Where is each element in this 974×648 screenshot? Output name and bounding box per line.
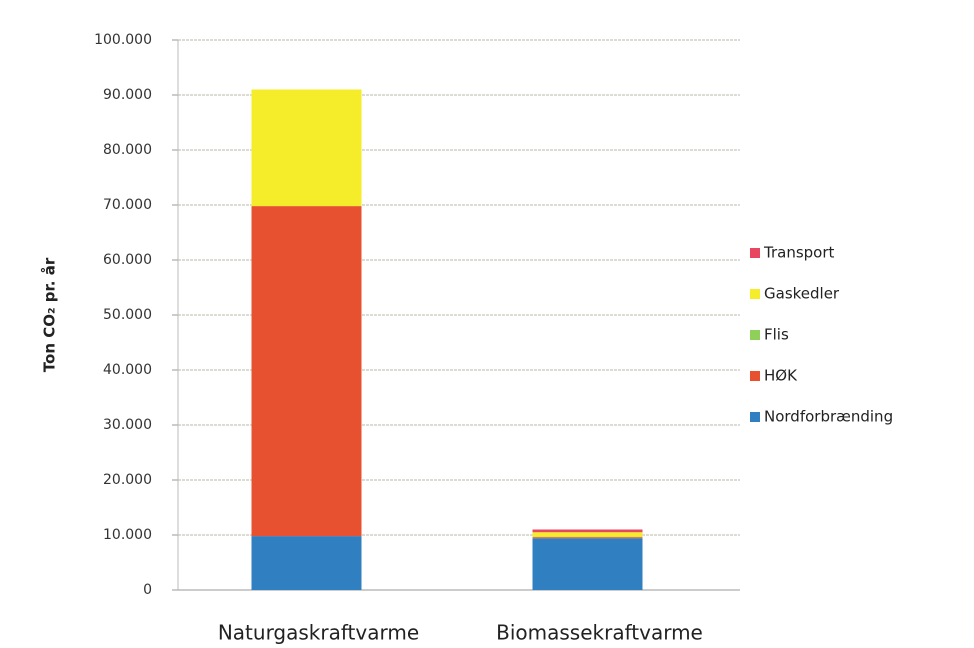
x-tick-label: Biomassekraftvarme xyxy=(496,621,703,645)
legend-label: Transport xyxy=(763,244,835,262)
legend-swatch xyxy=(750,248,760,258)
legend-label: Flis xyxy=(764,326,789,344)
bar-segment xyxy=(532,537,643,539)
x-tick-label: Naturgaskraftvarme xyxy=(218,621,419,645)
legend-swatch xyxy=(750,412,760,422)
bar-segment xyxy=(251,89,362,207)
y-tick-label: 80.000 xyxy=(103,142,152,158)
y-tick-label: 20.000 xyxy=(103,472,152,488)
legend-label: Gaskedler xyxy=(764,285,840,303)
y-tick-label: 60.000 xyxy=(103,252,152,268)
bar-segment xyxy=(251,206,362,537)
y-tick-label: 100.000 xyxy=(94,32,152,48)
y-tick-label: 10.000 xyxy=(103,527,152,543)
y-tick-label: 90.000 xyxy=(103,87,152,103)
bar-segment xyxy=(532,536,643,538)
legend-swatch xyxy=(750,330,760,340)
bar-segment xyxy=(532,529,643,533)
y-tick-label: 40.000 xyxy=(103,362,152,378)
y-axis-label: Ton CO₂ pr. år xyxy=(41,257,59,372)
y-tick-label: 0 xyxy=(143,582,152,598)
y-tick-label: 30.000 xyxy=(103,417,152,433)
legend-swatch xyxy=(750,371,760,381)
legend-swatch xyxy=(750,289,760,299)
y-tick-label: 70.000 xyxy=(103,197,152,213)
bar-segment xyxy=(532,532,643,537)
bar-segment xyxy=(251,536,362,590)
bar-segment xyxy=(532,538,643,590)
y-tick-label: 50.000 xyxy=(103,307,152,323)
legend-label: Nordforbrænding xyxy=(764,408,893,426)
legend-label: HØK xyxy=(764,367,798,385)
